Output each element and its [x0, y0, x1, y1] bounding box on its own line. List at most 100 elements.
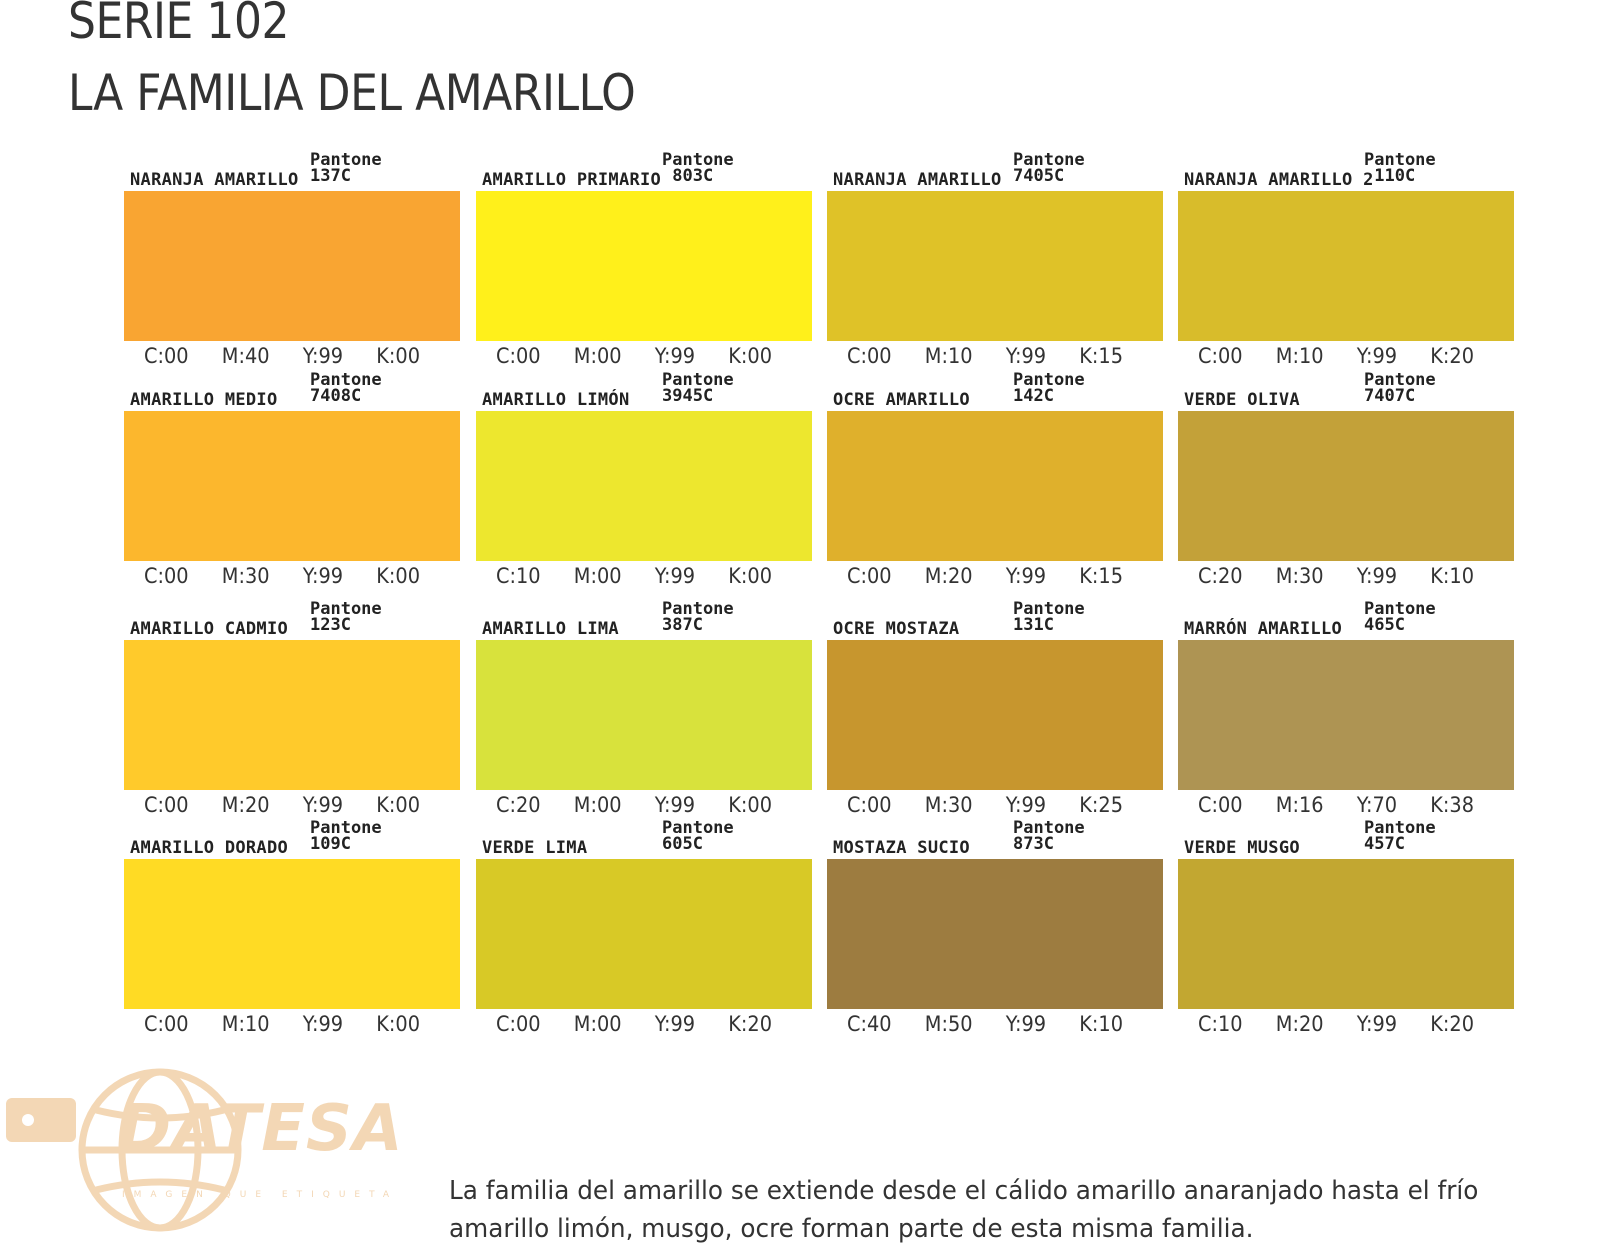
description-text: La familia del amarillo se extiende desd… — [449, 1176, 1479, 1244]
pantone-code: 3945C — [662, 386, 714, 406]
pantone-code: 109C — [310, 834, 351, 854]
swatch-card: MOSTAZA SUCIO Pantone 873C C:40 M:50 Y:99 K:10 — [827, 812, 1163, 1036]
swatch-card: AMARILLO LIMA Pantone 387C C:20 M:00 Y:99 K:00 — [476, 593, 812, 817]
swatch-card: OCRE MOSTAZA Pantone 131C C:00 M:30 Y:99 K:25 — [827, 593, 1163, 817]
cmyk-values: C:00 M:16 Y:70 K:38 — [1198, 793, 1474, 817]
color-swatch — [827, 411, 1163, 561]
color-swatch — [124, 640, 460, 790]
cmyk-y-value: Y:99 — [654, 793, 696, 817]
cmyk-m-value: M:00 — [573, 344, 622, 368]
pantone-reference: Pantone 605C — [662, 820, 734, 853]
cmyk-k-value: K:00 — [376, 793, 420, 817]
cmyk-values: C:00 M:00 Y:99 K:20 — [496, 1012, 772, 1036]
cmyk-m-value: M:00 — [573, 793, 622, 817]
swatch-name: AMARILLO DORADO — [130, 838, 289, 858]
color-swatch — [827, 640, 1163, 790]
swatch-name: VERDE LIMA — [482, 838, 588, 858]
pantone-label: Pantone — [1364, 599, 1436, 619]
pantone-reference: Pantone 3945C — [662, 372, 734, 406]
pantone-reference: Pantone 131C — [1013, 601, 1085, 635]
cmyk-c-value: C:20 — [1198, 564, 1243, 588]
cmyk-k-value: K:20 — [728, 1012, 772, 1036]
pantone-reference: Pantone 387C — [662, 601, 734, 635]
swatch-name: NARANJA AMARILLO 2 — [1184, 170, 1374, 190]
pantone-reference: Pantone 109C — [310, 820, 382, 854]
swatch-name: VERDE MUSGO — [1184, 838, 1300, 858]
cmyk-m-value: M:10 — [221, 1012, 270, 1036]
page-subtitle: LA FAMILIA DEL AMARILLO — [68, 64, 636, 122]
swatch-card: VERDE OLIVA Pantone 7407C C:20 M:30 Y:99 K:10 — [1178, 364, 1514, 588]
color-swatch — [827, 859, 1163, 1009]
pantone-reference: Pantone 142C — [1013, 370, 1085, 406]
cmyk-m-value: M:30 — [221, 564, 270, 588]
cmyk-values: C:00 M:30 Y:99 K:25 — [847, 793, 1123, 817]
cmyk-values: C:10 M:00 Y:99 K:00 — [496, 564, 772, 588]
swatch-card: AMARILLO PRIMARIO Pantone 803C C:00 M:00 Y:9… — [476, 144, 812, 368]
swatch-card: NARANJA AMARILLO Pantone 137C C:00 M:40 Y:99 K… — [124, 144, 460, 368]
pantone-code: 387C — [662, 615, 703, 635]
pantone-reference: Pantone 465C — [1364, 599, 1436, 634]
color-swatch — [124, 411, 460, 561]
color-swatch — [124, 191, 460, 341]
swatch-card: NARANJA AMARILLO 2 Pantone 110C C:00 M:10 Y:… — [1178, 144, 1514, 368]
cmyk-y-value: Y:99 — [1356, 564, 1398, 588]
pantone-code: 7407C — [1364, 386, 1416, 406]
cmyk-c-value: C:00 — [144, 344, 189, 368]
cmyk-m-value: M:00 — [573, 564, 622, 588]
logo-tagline: IMAGEN QUE ETIQUETA — [122, 1190, 399, 1200]
pantone-label: Pantone — [1364, 818, 1436, 838]
swatch-card: NARANJA AMARILLO Pantone 7405C C:00 M:10 Y:99… — [827, 144, 1163, 368]
cmyk-c-value: C:00 — [496, 344, 541, 368]
cmyk-c-value: C:20 — [496, 793, 541, 817]
pantone-code: 457C — [1364, 834, 1405, 854]
cmyk-c-value: C:00 — [847, 564, 892, 588]
swatch-name: AMARILLO PRIMARIO — [482, 170, 662, 190]
cmyk-values: C:20 M:30 Y:99 K:10 — [1198, 564, 1474, 588]
pantone-code: 131C — [1013, 615, 1054, 635]
swatch-name: NARANJA AMARILLO — [130, 170, 299, 190]
cmyk-k-value: K:15 — [1079, 564, 1123, 588]
pantone-code: 7408C — [310, 386, 362, 406]
pantone-code: 142C — [1013, 386, 1054, 406]
pantone-label: Pantone — [1364, 370, 1436, 390]
cmyk-c-value: C:00 — [496, 1012, 541, 1036]
color-swatch — [827, 191, 1163, 341]
swatch-name: AMARILLO CADMIO — [130, 619, 289, 639]
color-swatch — [124, 859, 460, 1009]
cmyk-y-value: Y:99 — [1356, 344, 1398, 368]
swatch-card: AMARILLO DORADO Pantone 109C C:00 M:10 Y:99 K:… — [124, 812, 460, 1036]
pantone-reference: Pantone 803C — [662, 152, 734, 185]
cmyk-c-value: C:10 — [496, 564, 541, 588]
cmyk-y-value: Y:99 — [1005, 793, 1047, 817]
swatch-name: AMARILLO LIMÓN — [482, 390, 630, 410]
cmyk-k-value: K:00 — [728, 564, 772, 588]
cmyk-values: C:00 M:30 Y:99 K:00 — [144, 564, 420, 588]
cmyk-values: C:00 M:20 Y:99 K:00 — [144, 793, 420, 817]
cmyk-values: C:20 M:00 Y:99 K:00 — [496, 793, 772, 817]
cmyk-c-value: C:00 — [144, 564, 189, 588]
cmyk-k-value: K:00 — [376, 564, 420, 588]
pantone-reference: Pantone 7405C — [1013, 152, 1085, 185]
cmyk-k-value: K:38 — [1430, 793, 1474, 817]
color-swatch — [476, 859, 812, 1009]
pantone-reference: Pantone 873C — [1013, 820, 1085, 853]
cmyk-m-value: M:20 — [924, 564, 973, 588]
cmyk-k-value: K:25 — [1079, 793, 1123, 817]
cmyk-y-value: Y:99 — [302, 564, 344, 588]
pantone-reference: Pantone 457C — [1364, 818, 1436, 854]
cmyk-y-value: Y:99 — [302, 793, 344, 817]
cmyk-y-value: Y:99 — [654, 564, 696, 588]
swatch-name: OCRE MOSTAZA — [833, 619, 960, 639]
cmyk-c-value: C:00 — [847, 344, 892, 368]
cmyk-k-value: K:10 — [1430, 564, 1474, 588]
cmyk-m-value: M:10 — [1275, 344, 1324, 368]
cmyk-c-value: C:00 — [144, 1012, 189, 1036]
cmyk-m-value: M:30 — [1275, 564, 1324, 588]
pantone-label: Pantone — [1013, 370, 1085, 390]
cmyk-m-value: M:40 — [221, 344, 270, 368]
swatch-name: NARANJA AMARILLO — [833, 170, 1002, 190]
cmyk-c-value: C:00 — [847, 793, 892, 817]
cmyk-values: C:00 M:00 Y:99 K:00 — [496, 344, 772, 368]
cmyk-values: C:00 M:20 Y:99 K:15 — [847, 564, 1123, 588]
datesa-logo — [6, 1068, 242, 1232]
